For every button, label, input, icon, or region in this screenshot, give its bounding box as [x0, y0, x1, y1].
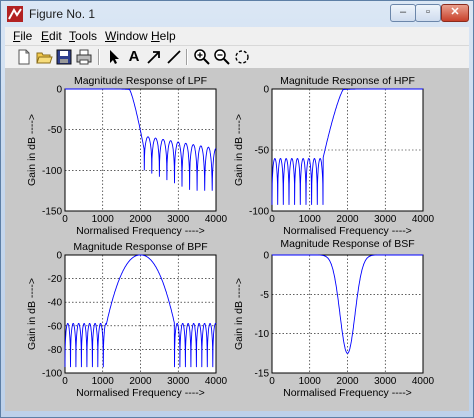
x-tick-label: 2000 — [129, 214, 152, 225]
y-tick-label: -50 — [48, 125, 63, 136]
y-tick-label: -100 — [249, 207, 269, 218]
y-axis-label: Gain in dB ----> — [26, 278, 38, 350]
x-axis-label: Normalised Frequency ----> — [76, 387, 205, 399]
y-tick-label: -10 — [255, 329, 270, 340]
series-line — [272, 254, 423, 354]
y-axis-label: Gain in dB ----> — [233, 278, 245, 350]
print-icon[interactable] — [75, 48, 93, 66]
y-tick-label: -150 — [42, 207, 62, 218]
menu-edit[interactable]: Edit — [41, 29, 62, 43]
maximize-button[interactable]: ▫ — [415, 4, 441, 22]
y-tick-label: -60 — [48, 321, 63, 332]
menu-window[interactable]: Window — [105, 29, 148, 43]
y-tick-label: -15 — [255, 369, 270, 380]
y-tick-label: -80 — [48, 345, 63, 356]
title-bar[interactable]: Figure No. 1 ‒ ▫ ✕ — [1, 1, 473, 27]
menu-file[interactable]: File — [13, 29, 33, 43]
y-tick-label: 0 — [56, 251, 62, 262]
menu-help[interactable]: Help — [151, 29, 176, 43]
x-axis-label: Normalised Frequency ----> — [283, 387, 412, 399]
pointer-icon[interactable] — [105, 48, 123, 66]
figure-canvas[interactable]: 0 1000 2000 3000 4000 -150 -100 -50 0 Magnitude R… — [5, 68, 469, 411]
menu-bar: File Edit Tools Window Help — [5, 27, 469, 45]
x-tick-label: 1000 — [299, 376, 322, 387]
x-tick-label: 0 — [269, 214, 275, 225]
x-tick-label: 0 — [269, 376, 275, 387]
zoom-in-icon[interactable] — [193, 48, 211, 66]
y-tick-label: -40 — [48, 298, 63, 309]
text-icon[interactable]: A — [128, 48, 140, 65]
axes-1: 0 1000 2000 3000 4000 -150 -100 -50 0 Magnitude R… — [26, 75, 228, 237]
x-tick-label: 2000 — [336, 376, 359, 387]
y-axis-label: Gain in dB ----> — [233, 114, 245, 186]
x-tick-label: 2000 — [336, 214, 359, 225]
matlab-icon — [7, 6, 23, 22]
x-tick-label: 4000 — [205, 376, 228, 387]
axes-title: Magnitude Response of LPF — [74, 75, 207, 87]
rotate-icon[interactable] — [233, 48, 251, 66]
x-tick-label: 3000 — [167, 214, 190, 225]
zoom-out-icon[interactable] — [213, 48, 231, 66]
x-axis-label: Normalised Frequency ----> — [76, 225, 205, 237]
save-icon[interactable] — [55, 48, 73, 66]
x-tick-label: 2000 — [129, 376, 152, 387]
line-icon[interactable] — [165, 48, 183, 66]
y-tick-label: -50 — [255, 146, 270, 157]
y-tick-label: 0 — [263, 85, 269, 96]
x-tick-label: 3000 — [374, 376, 397, 387]
y-axis-label: Gain in dB ----> — [26, 114, 38, 186]
x-tick-label: 4000 — [412, 376, 435, 387]
y-tick-label: 0 — [263, 251, 269, 262]
new-icon[interactable] — [15, 48, 33, 66]
toolbar-separator — [186, 49, 188, 65]
x-axis-label: Normalised Frequency ----> — [283, 225, 412, 237]
axes-2: 0 1000 2000 3000 4000 -100 -50 0 Magnitude Respo… — [233, 75, 435, 237]
x-tick-label: 1000 — [299, 214, 322, 225]
y-tick-label: 0 — [56, 85, 62, 96]
x-tick-label: 3000 — [374, 214, 397, 225]
series-line — [271, 88, 423, 205]
open-icon[interactable] — [35, 48, 53, 66]
minimize-button[interactable]: ‒ — [390, 4, 416, 22]
y-tick-label: -100 — [42, 166, 62, 177]
axes-title-bsf: Magnitude Response of BSF — [280, 238, 414, 250]
x-tick-label: 1000 — [92, 214, 115, 225]
toolbar-separator — [98, 49, 100, 65]
y-tick-label: -20 — [48, 274, 63, 285]
axes-title: Magnitude Response of BPF — [73, 241, 207, 253]
y-tick-label: -100 — [42, 369, 62, 380]
close-button[interactable]: ✕ — [441, 4, 469, 22]
menu-tools[interactable]: Tools — [69, 29, 98, 43]
axes-3: 0 1000 2000 3000 4000 -100 -80 -60 -40 -20 0 Magnit… — [26, 241, 228, 399]
y-tick-label: -5 — [260, 290, 269, 301]
series-line — [65, 88, 217, 191]
series-line — [64, 254, 217, 368]
x-tick-label: 0 — [62, 214, 68, 225]
axes-title: Magnitude Response of HPF — [280, 75, 415, 87]
x-tick-label: 0 — [62, 376, 68, 387]
arrow-icon[interactable] — [145, 48, 163, 66]
toolbar: A — [5, 45, 469, 69]
window-title: Figure No. 1 — [29, 7, 96, 21]
x-tick-label: 3000 — [167, 376, 190, 387]
x-tick-label: 4000 — [205, 214, 228, 225]
axes-4: 0 1000 2000 3000 4000 -15 -10 -5 0 Normalised Fre… — [233, 251, 435, 400]
x-tick-label: 1000 — [92, 376, 115, 387]
x-tick-label: 4000 — [412, 214, 435, 225]
